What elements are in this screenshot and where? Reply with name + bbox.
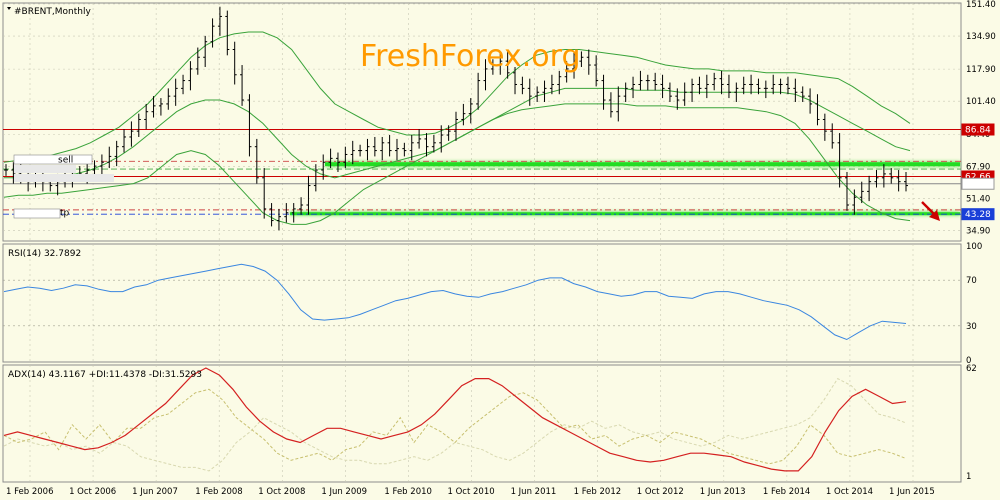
order-annotations: sell tp	[13, 154, 114, 219]
price-bars	[4, 6, 908, 231]
price-panel-frame	[2, 2, 962, 242]
bollinger-upper-line	[3, 31, 911, 163]
rsi-grid	[29, 244, 914, 362]
price-levels	[3, 129, 961, 215]
price-tick-label: 117.90	[966, 65, 996, 75]
zone-band	[325, 162, 960, 167]
price-panel: 151.40134.90117.90101.4084.4067.9051.403…	[2, 0, 996, 242]
time-tick-label: 1 Jun 2013	[700, 487, 746, 497]
adx-panel: 62 1 ADX(14) 43.1167 +DI:11.4378 -DI:31.5…	[2, 364, 977, 483]
price-tick-label: 151.40	[966, 0, 996, 10]
support-resistance-zones	[290, 161, 960, 216]
price-level-badge	[961, 123, 995, 136]
adx-tick-label: 62	[966, 364, 977, 374]
time-axis: 1 Feb 2006 1 Oct 2006 1 Jun 2007 1 Feb 2008…	[6, 487, 935, 497]
price-level-badge	[961, 208, 995, 221]
rsi-panel: 100 70 30 0 RSI(14) 32.7892	[2, 242, 982, 366]
rsi-levels	[3, 279, 961, 327]
rsi-tick-label: 70	[966, 276, 977, 286]
adx-grid	[29, 365, 914, 482]
price-tick-label: 67.90	[966, 162, 990, 172]
time-tick-label: 1 Jun 2007	[132, 487, 178, 497]
time-tick-label: 1 Oct 2014	[826, 487, 873, 497]
dropdown-arrow-icon[interactable]	[7, 7, 11, 10]
price-axis: 151.40134.90117.90101.4084.4067.9051.403…	[966, 0, 996, 236]
bollinger-bands	[3, 31, 911, 225]
price-tick-label: 134.90	[966, 32, 996, 42]
zone-band	[290, 212, 960, 216]
time-tick-label: 1 Feb 2006	[6, 487, 54, 497]
time-tick-label: 1 Jun 2015	[889, 487, 935, 497]
price-level-badge-text: 62.66	[965, 173, 991, 183]
price-level-badge	[961, 177, 995, 190]
rsi-axis: 100 70 30 0	[966, 242, 982, 366]
bollinger-lower-line	[3, 103, 911, 225]
order-label-tp: tp	[60, 209, 70, 219]
forecast-arrow-icon	[921, 201, 940, 221]
price-level-badge-text: 86.84	[965, 126, 991, 136]
price-tick-label: 101.40	[966, 97, 996, 107]
order-label-box	[14, 174, 114, 182]
order-label-box	[13, 208, 61, 219]
price-level-badge-text: 43.28	[965, 210, 991, 220]
time-tick-label: 1 Feb 2010	[384, 487, 432, 497]
time-tick-label: 1 Jun 2009	[321, 487, 367, 497]
rsi-tick-label: 100	[966, 242, 982, 252]
time-tick-label: 1 Oct 2012	[637, 487, 684, 497]
time-tick-label: 1 Jun 2011	[511, 487, 557, 497]
rsi-tick-label: 30	[966, 322, 977, 332]
rsi-label: RSI(14) 32.7892	[8, 249, 81, 259]
time-tick-label: 1 Feb 2008	[195, 487, 243, 497]
symbol-label: #BRENT,Monthly	[14, 7, 91, 17]
time-tick-label: 1 Oct 2008	[258, 487, 305, 497]
order-label-sell: sell	[58, 156, 73, 166]
rsi-panel-frame	[2, 243, 962, 363]
time-tick-label: 1 Feb 2012	[574, 487, 622, 497]
adx-panel-frame	[2, 364, 962, 483]
time-tick-label: 1 Oct 2006	[69, 487, 116, 497]
adx-tick-label: 1	[966, 472, 971, 482]
rsi-tick-label: 0	[966, 356, 971, 366]
adx-axis: 62 1	[966, 364, 977, 482]
price-level-badge-text: 58.94	[965, 180, 991, 190]
order-label-box	[13, 154, 93, 165]
price-tick-label: 51.40	[966, 194, 990, 204]
price-tick-label: 34.90	[966, 226, 990, 236]
adx-line	[3, 367, 907, 472]
time-tick-label: 1 Oct 2010	[448, 487, 495, 497]
plus-di-line	[3, 388, 907, 465]
watermark: FreshForex.org	[360, 39, 581, 74]
order-label-box	[14, 165, 76, 173]
rsi-line	[3, 263, 907, 341]
time-tick-label: 1 Feb 2014	[763, 487, 811, 497]
adx-label: ADX(14) 43.1167 +DI:11.4378 -DI:31.5293	[8, 370, 202, 380]
